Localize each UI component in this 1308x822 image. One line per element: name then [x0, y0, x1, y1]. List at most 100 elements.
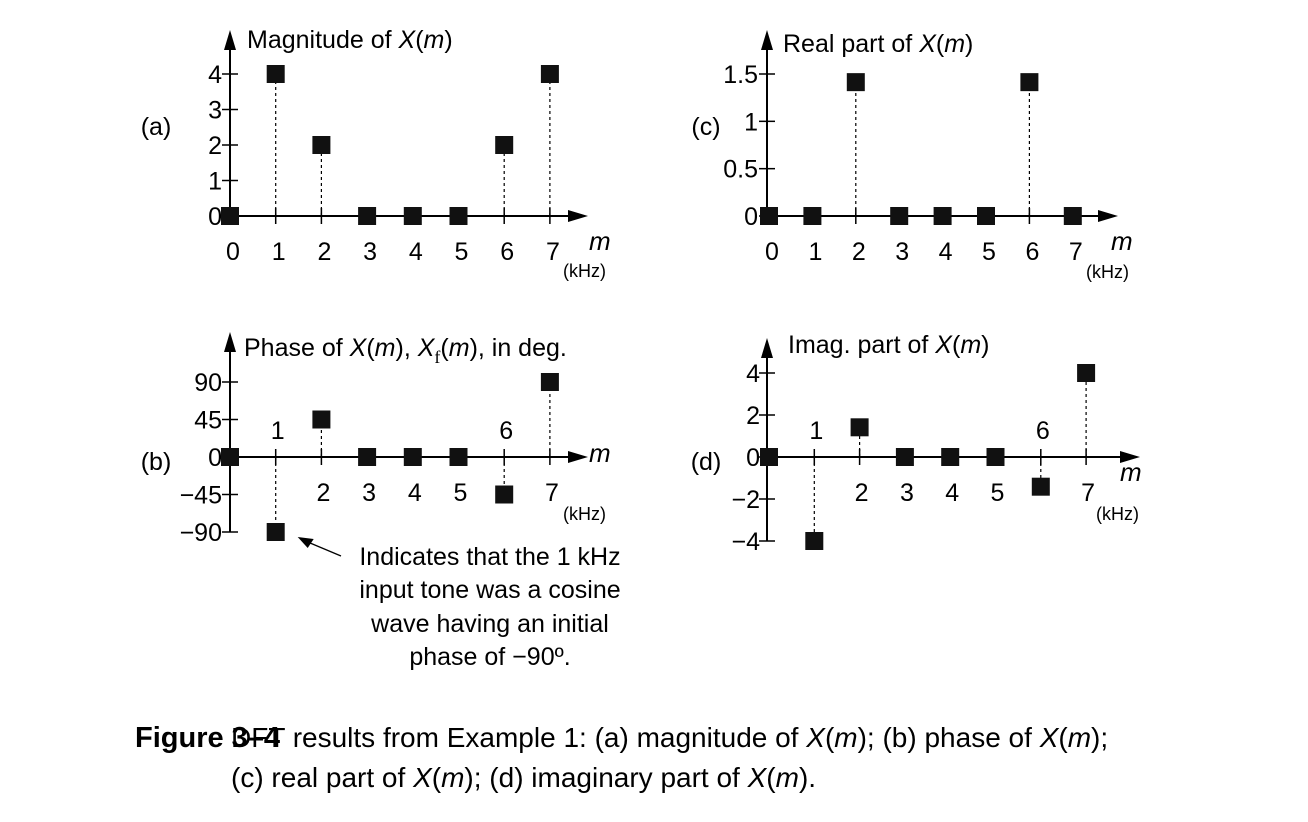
title-symbol: m: [449, 334, 470, 362]
y-tick-label: 0: [208, 444, 222, 472]
data-point: [495, 485, 514, 504]
data-point: [449, 448, 468, 466]
x-tick-label: 4: [945, 479, 959, 507]
data-point: [846, 73, 865, 92]
data-point: [1077, 364, 1096, 382]
chart-panel-d: 420−2−42 3 4 5 71 6m(kHz)(d)Imag. part of X(m…: [691, 331, 1142, 556]
x-axis-label: m: [1111, 226, 1133, 256]
title-subscript: f: [434, 347, 440, 367]
y-tick-label: 90: [194, 369, 222, 397]
y-tick-label: −4: [731, 528, 760, 556]
title-text: Magnitude of: [247, 26, 399, 54]
data-point: [403, 448, 422, 466]
y-tick-label: 1: [208, 168, 222, 196]
y-axis-arrow: [761, 30, 773, 50]
title-symbol: X: [398, 26, 417, 54]
annotation-text: wave having an initial: [370, 610, 609, 638]
x-tick-label: 5: [455, 238, 469, 266]
data-point: [941, 448, 960, 466]
x-axis-arrow: [568, 451, 588, 463]
x-axis-arrow: [1120, 451, 1140, 463]
x-tick-label: 5: [982, 238, 996, 266]
y-tick-label: −2: [731, 486, 760, 514]
title-text: ): [981, 331, 989, 359]
title-text: Imag. part of: [788, 331, 935, 359]
title-text: (: [936, 30, 945, 58]
title-symbol: X: [918, 30, 937, 58]
data-point: [986, 448, 1005, 466]
x-tick-label: 7: [1081, 479, 1095, 507]
data-point: [403, 207, 422, 225]
y-tick-label: −90: [180, 519, 222, 547]
x-tick-label: 5: [454, 479, 468, 507]
x-tick-label: 0: [765, 238, 779, 266]
data-point: [760, 207, 778, 225]
annotation-text: phase of −90º.: [409, 643, 570, 671]
x-tick-label: 7: [545, 479, 559, 507]
data-point: [760, 448, 778, 466]
title-text: ): [395, 334, 403, 362]
y-tick-label: −45: [180, 482, 222, 510]
panel-label: (b): [141, 448, 172, 476]
data-point: [221, 207, 239, 225]
title-text: ,: [404, 334, 418, 362]
x-tick-label: 2: [317, 238, 331, 266]
data-point: [221, 448, 239, 466]
title-symbol: X: [417, 334, 436, 362]
y-tick-label: 1: [744, 108, 758, 136]
y-tick-label: 4: [208, 61, 222, 89]
data-point: [540, 373, 559, 391]
data-point: [933, 207, 952, 225]
annotation-arrow-head: [297, 537, 314, 548]
y-tick-label: 0.5: [723, 156, 758, 184]
x-tick-label: 1: [808, 238, 822, 266]
data-point: [540, 65, 559, 83]
panel-label: (d): [691, 448, 722, 476]
annotation-text: input tone was a cosine: [359, 576, 620, 604]
panel-title: Real part of X(m): [783, 30, 973, 58]
x-tick-label: 2: [855, 479, 869, 507]
x-tick-label: 6: [1025, 238, 1039, 266]
x-tick-label: 3: [895, 238, 909, 266]
x-tick-label: 6: [1036, 417, 1050, 445]
x-tick-label: 5: [991, 479, 1005, 507]
title-text: (: [952, 331, 961, 359]
x-axis-label: m: [589, 226, 611, 256]
data-point: [495, 136, 514, 154]
y-tick-label: 2: [208, 132, 222, 160]
title-symbol: m: [375, 334, 396, 362]
x-tick-label: 3: [363, 238, 377, 266]
data-point: [358, 448, 377, 466]
x-tick-label: 4: [939, 238, 953, 266]
x-axis-label: m: [589, 438, 611, 468]
title-text: (: [415, 26, 424, 54]
y-tick-label: 0: [744, 203, 758, 231]
title-symbol: X: [934, 331, 953, 359]
x-tick-label: 7: [546, 238, 560, 266]
data-point: [449, 207, 468, 225]
title-text: Phase of: [244, 334, 350, 362]
panel-label: (c): [691, 113, 720, 141]
annotation-text: Indicates that the 1 kHz: [359, 543, 620, 571]
data-point: [358, 207, 377, 225]
x-tick-label: 2: [852, 238, 866, 266]
title-text: ): [470, 334, 478, 362]
x-axis-arrow: [568, 210, 588, 222]
y-axis-arrow: [224, 332, 236, 352]
panel-title: Magnitude of X(m): [247, 26, 453, 54]
data-point: [803, 207, 822, 225]
data-point: [895, 448, 914, 466]
x-tick-label: 2: [316, 479, 330, 507]
title-text: Real part of: [783, 30, 919, 58]
x-tick-label: 4: [409, 238, 423, 266]
x-axis-unit: (kHz): [1096, 504, 1139, 524]
x-axis-arrow: [1098, 210, 1118, 222]
title-text: , in deg.: [478, 334, 567, 362]
x-axis-unit: (kHz): [563, 504, 606, 524]
data-point: [312, 136, 331, 154]
x-axis-label: m: [1120, 457, 1142, 487]
annotation-arrow-line: [307, 541, 342, 557]
